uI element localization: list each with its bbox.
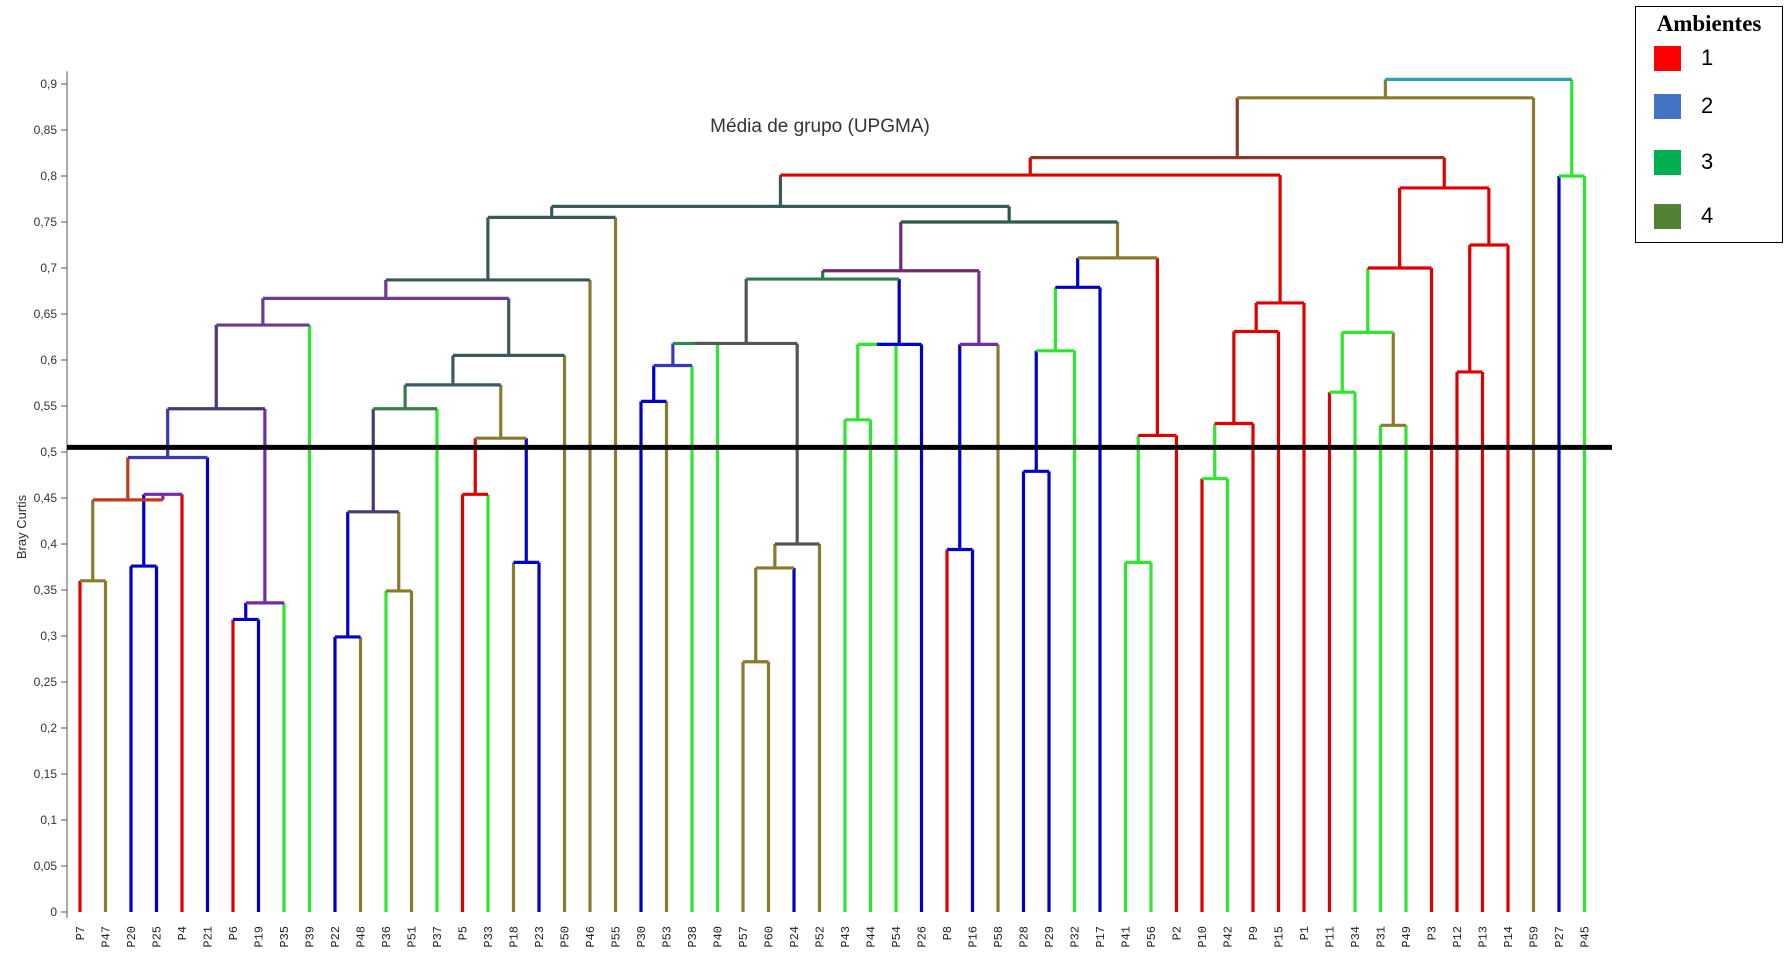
- y-tick-label: 0,4: [40, 537, 57, 551]
- y-tick-label: 0,05: [34, 859, 58, 873]
- leaf-label: P28: [1018, 926, 1032, 948]
- leaf-label: P6: [227, 926, 241, 940]
- leaf-label: P18: [508, 926, 522, 948]
- leaf-label: P38: [686, 926, 700, 948]
- leaf-label: P8: [941, 926, 955, 940]
- y-tick-label: 0,65: [34, 307, 58, 321]
- legend-label-2: 2: [1701, 93, 1714, 118]
- leaf-label: P55: [610, 926, 624, 948]
- leaf-label: P10: [1196, 926, 1210, 948]
- y-tick-label: 0,35: [34, 583, 58, 597]
- y-tick-label: 0,15: [34, 767, 58, 781]
- leaf-label: P41: [1120, 926, 1134, 948]
- leaf-label: P11: [1324, 926, 1338, 948]
- leaf-label: P47: [100, 926, 114, 948]
- legend-swatch-1: [1654, 45, 1681, 71]
- leaf-label: P52: [814, 926, 828, 948]
- leaf-label: P21: [202, 926, 216, 948]
- leaf-label: P42: [1222, 926, 1236, 948]
- y-tick-label: 0,9: [40, 77, 57, 91]
- leaf-label: P7: [74, 926, 88, 940]
- chart-title: Média de grupo (UPGMA): [710, 116, 930, 137]
- leaf-label: P13: [1477, 926, 1491, 948]
- legend-swatch-4: [1654, 203, 1681, 229]
- leaf-label: P1: [1298, 926, 1312, 940]
- leaf-label: P29: [1043, 926, 1057, 948]
- y-tick-label: 0,8: [40, 169, 57, 183]
- leaf-label: P20: [125, 926, 139, 948]
- leaf-label: P46: [584, 926, 598, 948]
- leaf-label: P33: [482, 926, 496, 948]
- leaf-label: P48: [355, 926, 369, 948]
- dendrogram-branches: [78, 77, 1587, 912]
- leaf-label: P5: [457, 926, 471, 940]
- leaf-label: P22: [329, 926, 343, 948]
- y-tick-label: 0: [50, 905, 57, 919]
- leaf-label: P49: [1400, 926, 1414, 948]
- leaf-label: P34: [1349, 926, 1363, 948]
- leaf-label: P17: [1094, 926, 1108, 948]
- leaf-label: P57: [737, 926, 751, 948]
- leaf-label: P2: [1171, 926, 1185, 940]
- legend-item-3: 3: [1654, 149, 1713, 175]
- leaf-label: P25: [151, 926, 165, 948]
- y-tick-label: 0,7: [40, 261, 57, 275]
- leaf-label: P27: [1553, 926, 1567, 948]
- y-axis-label: Bray Curtis: [14, 494, 29, 559]
- leaf-label: P44: [865, 926, 879, 948]
- leaf-label: P32: [1069, 926, 1083, 948]
- leaf-label: P4: [176, 926, 190, 940]
- leaf-label: P40: [712, 926, 726, 948]
- y-tick-label: 0,5: [40, 445, 57, 459]
- legend-label-4: 4: [1701, 203, 1714, 228]
- leaf-label: P16: [967, 926, 981, 948]
- leaf-label: P37: [431, 926, 445, 948]
- leaf-labels: P7 P47 P20 P25 P4 P21 P6 P19 P35 P39 P22 P48 P36 P51 P…: [74, 926, 1593, 948]
- leaf-label: P43: [839, 926, 853, 948]
- legend-label-3: 3: [1701, 149, 1714, 174]
- y-tick-label: 0,6: [40, 353, 57, 367]
- leaf-label: P19: [253, 926, 267, 948]
- legend-label-1: 1: [1701, 45, 1714, 70]
- leaf-label: P59: [1528, 926, 1542, 948]
- leaf-label: P58: [992, 926, 1006, 948]
- y-tick-label: 0,25: [34, 675, 58, 689]
- leaf-label: P56: [1145, 926, 1159, 948]
- leaf-label: P9: [1247, 926, 1261, 940]
- leaf-label: P31: [1375, 926, 1389, 948]
- leaf-label: P35: [278, 926, 292, 948]
- legend-title: Ambientes: [1656, 11, 1762, 36]
- leaf-label: P45: [1579, 926, 1593, 948]
- leaf-label: P12: [1451, 926, 1465, 948]
- legend-item-2: 2: [1654, 93, 1713, 119]
- leaf-label: P14: [1502, 926, 1516, 948]
- legend-item-1: 1: [1654, 45, 1713, 71]
- leaf-label: P3: [1426, 926, 1440, 940]
- legend-swatch-2: [1654, 93, 1681, 119]
- leaf-label: P26: [916, 926, 930, 948]
- leaf-label: P53: [661, 926, 675, 948]
- leaf-label: P30: [635, 926, 649, 948]
- leaf-label: P24: [788, 926, 802, 948]
- y-tick-label: 0,2: [40, 721, 57, 735]
- leaf-label: P23: [533, 926, 547, 948]
- y-tick-label: 0,85: [34, 123, 58, 137]
- leaf-label: P39: [304, 926, 318, 948]
- legend: Ambientes 1 2 3 4: [1635, 6, 1783, 243]
- legend-item-4: 4: [1654, 203, 1713, 229]
- y-tick-label: 0,1: [40, 813, 57, 827]
- leaf-label: P15: [1273, 926, 1287, 948]
- leaf-label: P36: [380, 926, 394, 948]
- y-tick-label: 0,3: [40, 629, 57, 643]
- y-tick-label: 0,75: [34, 215, 58, 229]
- leaf-label: P54: [890, 926, 904, 948]
- y-tick-label: 0,55: [34, 399, 58, 413]
- leaf-label: P60: [763, 926, 777, 948]
- leaf-label: P50: [559, 926, 573, 948]
- legend-swatch-3: [1654, 149, 1681, 175]
- y-axis: 0 0,05 0,1 0,15 0,2 0,25 0,3 0,35 0,4 0,45 0,5 0,55…: [34, 71, 68, 919]
- leaf-label: P51: [406, 926, 420, 948]
- y-tick-label: 0,45: [34, 491, 58, 505]
